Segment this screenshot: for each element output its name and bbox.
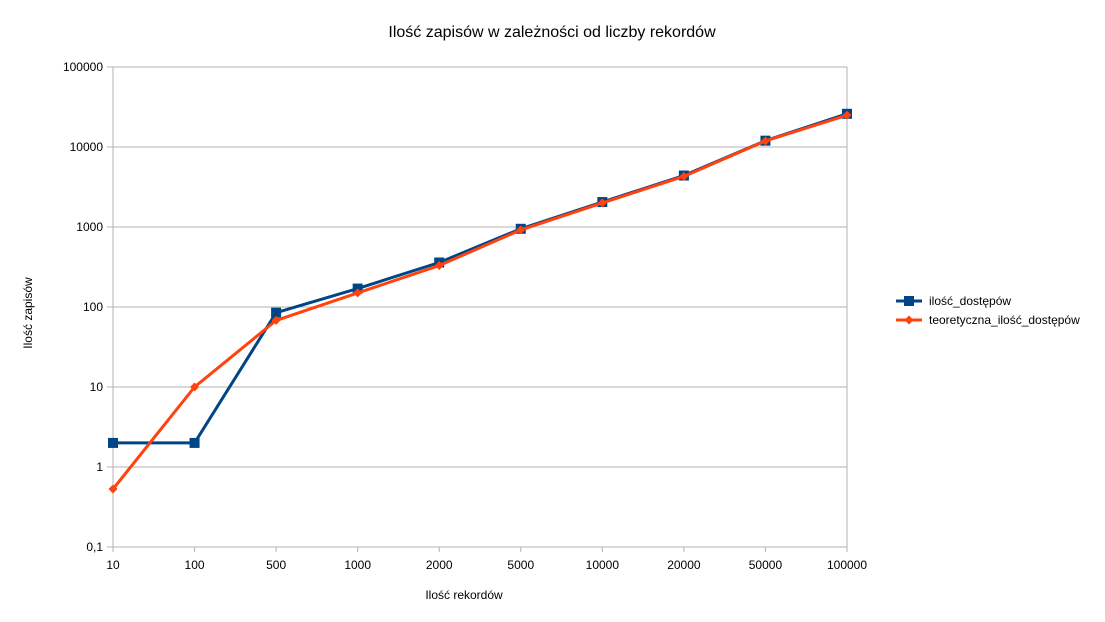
legend: ilość_dostępów teoretyczna_ilość_dostępów — [896, 294, 1080, 327]
legend-swatch-marker — [904, 315, 914, 325]
x-tick-label: 100000 — [827, 558, 867, 572]
data-point — [190, 382, 200, 392]
x-tick-label: 50000 — [749, 558, 783, 572]
y-tick-label: 10000 — [70, 140, 104, 154]
data-point — [353, 288, 363, 298]
y-tick-label: 0,1 — [86, 540, 103, 554]
y-tick-label: 1000 — [76, 220, 103, 234]
y-tick-label: 100000 — [63, 60, 103, 74]
legend-label: ilość_dostępów — [929, 294, 1011, 308]
data-point — [108, 437, 118, 448]
x-tick-label: 100 — [185, 558, 205, 572]
x-tick-labels: 10 100 500 1000 2000 5000 10000 20000 50000 10000… — [106, 558, 867, 572]
legend-item-2: teoretyczna_ilość_dostępów — [896, 313, 1080, 327]
x-tick-label: 10000 — [586, 558, 620, 572]
legend-item-1: ilość_dostępów — [896, 294, 1011, 308]
series-1 — [108, 108, 852, 448]
data-point — [108, 484, 118, 494]
data-point — [842, 110, 852, 120]
data-point — [760, 136, 770, 146]
data-point — [597, 198, 607, 208]
series-line — [111, 113, 848, 490]
x-tick-label: 500 — [266, 558, 286, 572]
data-point — [434, 261, 444, 271]
legend-swatch-marker — [904, 296, 914, 306]
y-tick-labels: 0,1 1 10 100 1000 10000 100000 — [63, 60, 103, 554]
axes — [107, 66, 848, 552]
data-point — [271, 315, 281, 325]
y-tick-label: 1 — [96, 460, 103, 474]
x-tick-label: 5000 — [507, 558, 534, 572]
legend-label: teoretyczna_ilość_dostępów — [929, 313, 1080, 327]
data-point — [189, 437, 200, 448]
series — [108, 108, 852, 494]
x-tick-label: 20000 — [667, 558, 701, 572]
y-axis-title: Ilość zapisów — [21, 277, 35, 349]
series-2 — [108, 110, 852, 494]
x-tick-label: 1000 — [344, 558, 371, 572]
data-point — [679, 171, 689, 181]
y-tick-label: 100 — [83, 300, 103, 314]
x-tick-label: 2000 — [426, 558, 453, 572]
data-point — [516, 225, 526, 235]
gridlines — [113, 66, 847, 548]
y-tick-label: 10 — [90, 380, 104, 394]
x-tick-label: 10 — [106, 558, 120, 572]
data-point — [271, 307, 282, 318]
x-axis-title: Ilość rekordów — [425, 588, 503, 602]
series-line — [113, 112, 848, 445]
chart-title: Ilość zapisów w zależności od liczby rek… — [388, 24, 716, 41]
